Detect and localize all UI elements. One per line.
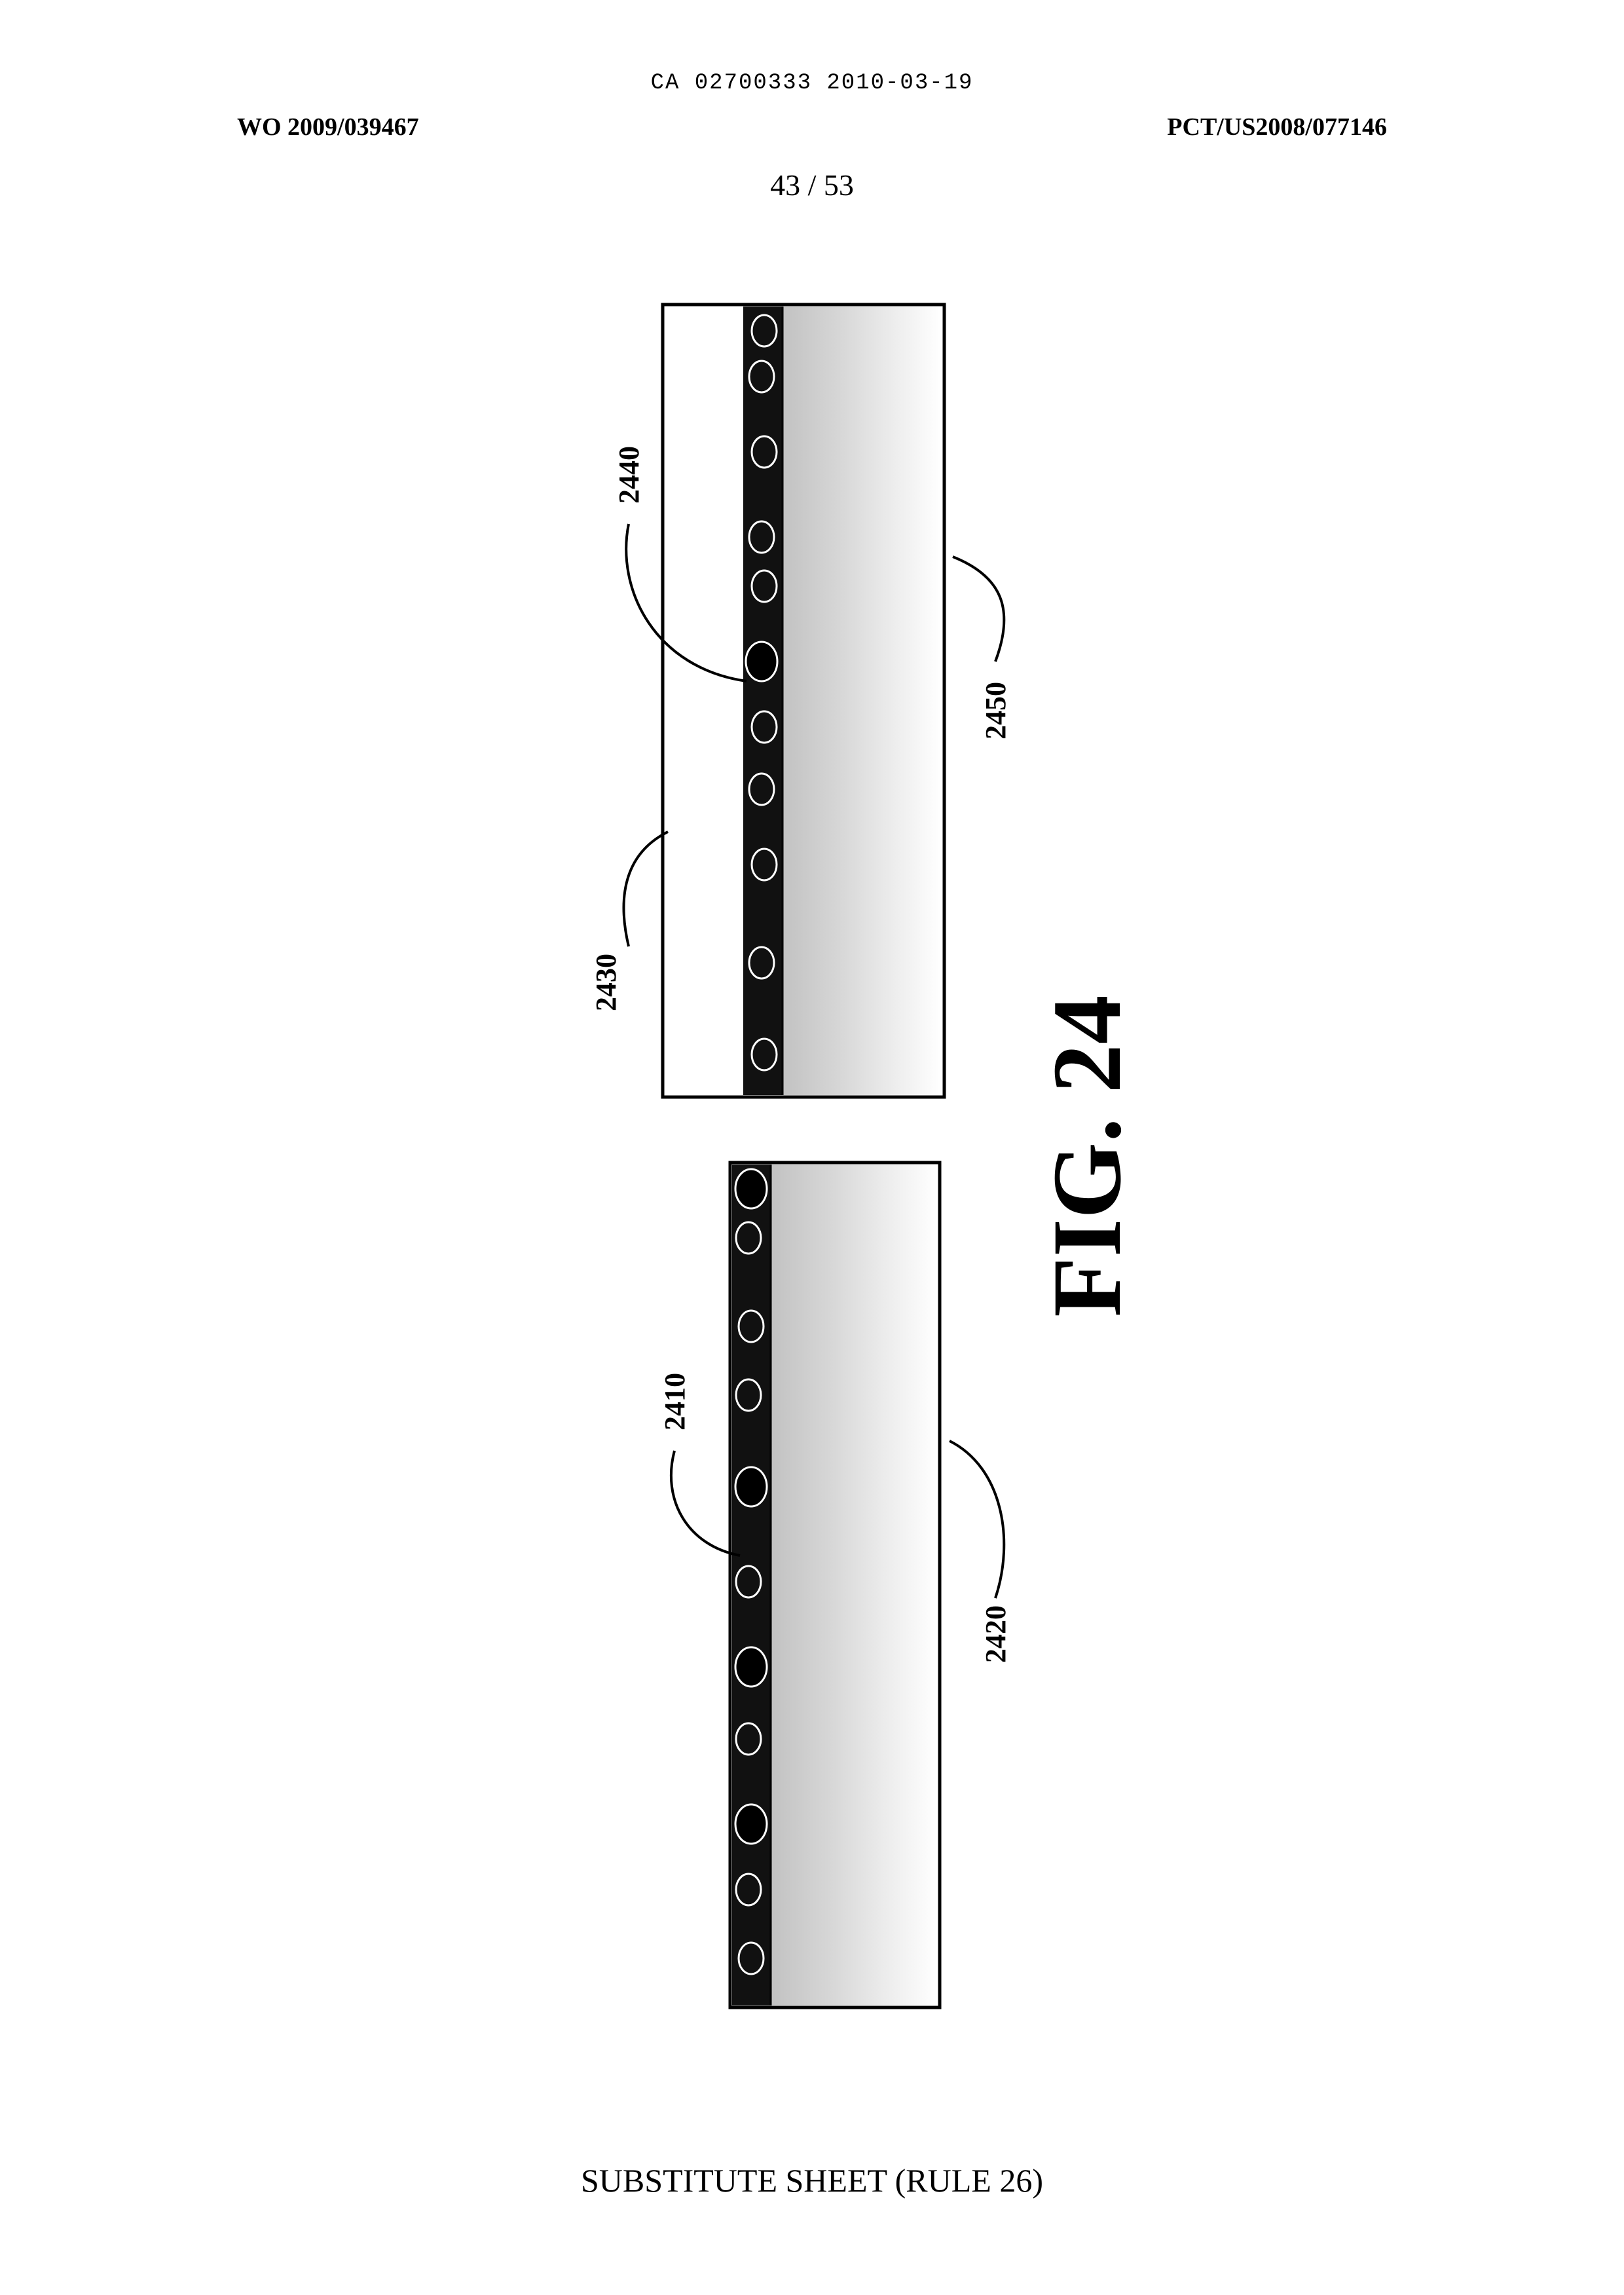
lower-structure <box>730 1163 940 2007</box>
particle <box>735 1804 767 1844</box>
particle <box>735 1169 767 1208</box>
ref-label-2420: 2420 <box>980 1605 1012 1663</box>
ref-label-2440: 2440 <box>613 446 645 504</box>
gray-region-2450 <box>783 307 942 1095</box>
ref-label-2410: 2410 <box>659 1373 691 1430</box>
particle <box>735 1647 767 1687</box>
particle <box>735 1467 767 1506</box>
leader-2420 <box>950 1441 1004 1598</box>
dark-layer-2440 <box>743 307 783 1095</box>
upper-structure <box>663 305 944 1097</box>
gray-region-2420 <box>771 1165 938 2006</box>
leader-2450 <box>953 557 1004 662</box>
ref-label-2430: 2430 <box>590 954 622 1011</box>
figure-label: FIG. 24 <box>1033 995 1141 1317</box>
particle <box>746 642 777 681</box>
footer-note: SUBSTITUTE SHEET (RULE 26) <box>0 2161 1624 2199</box>
ref-label-2450: 2450 <box>980 682 1012 739</box>
